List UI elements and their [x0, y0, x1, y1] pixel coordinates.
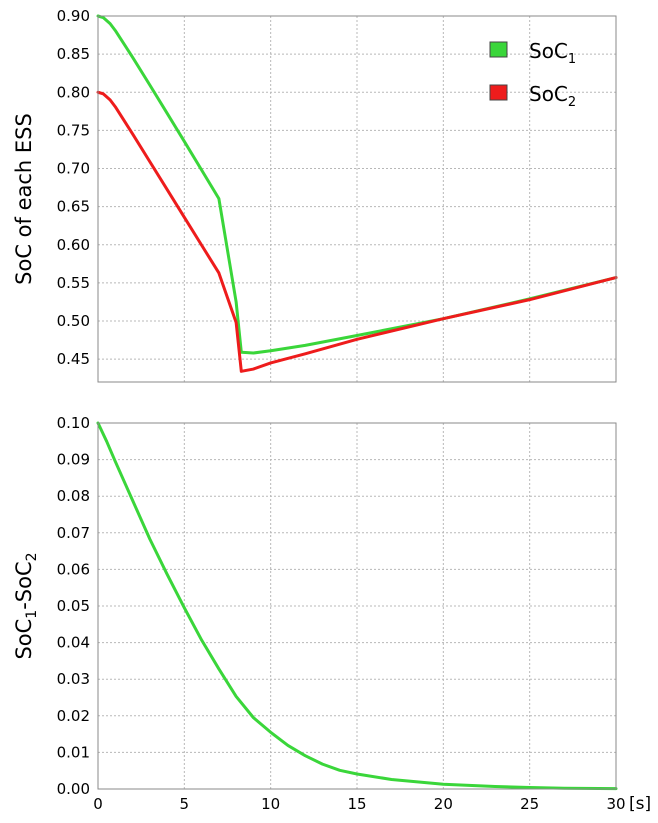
soc-difference-chart-grid	[98, 423, 616, 789]
soc-y-tick-label-9: 0.90	[57, 7, 90, 25]
legend-label-soc1: SoC	[529, 39, 568, 63]
soc-y-tick-label-8: 0.85	[57, 45, 90, 63]
soc-y-tick-label-7: 0.80	[57, 83, 90, 101]
y-label-part-b-subscript: 2	[24, 552, 40, 561]
soc-y-tick-label-2: 0.55	[57, 274, 90, 292]
soc-diff-x-tick-label-0: 0	[93, 795, 103, 813]
legend-label-soc2-subscript: 2	[568, 95, 576, 110]
soc-diff-y-tick-label-2: 0.02	[57, 707, 90, 725]
soc-y-tick-label-1: 0.50	[57, 312, 90, 330]
legend-swatch-soc1	[489, 41, 508, 58]
soc-difference-chart-frame	[97, 422, 617, 790]
soc-chart-y-ticks: 0.45 0.50 0.55 0.60 0.65 0.70 0.75 0.80 0.85 0.90	[57, 7, 90, 368]
legend-label-soc1-subscript: 1	[568, 52, 576, 67]
soc-diff-y-tick-label-0: 0.00	[57, 780, 90, 798]
soc-chart: 0.45 0.50 0.55 0.60 0.65 0.70 0.75 0.80 0.85 0.90…	[12, 7, 618, 383]
svg-text:SoC2: SoC2	[529, 82, 576, 110]
soc-difference-chart-lines	[96, 421, 618, 791]
soc-diff-x-tick-label-1: 5	[180, 795, 190, 813]
soc-diff-y-tick-label-8: 0.08	[57, 487, 90, 505]
soc-diff-y-tick-label-1: 0.01	[57, 743, 90, 761]
soc-diff-y-tick-label-9: 0.09	[57, 451, 90, 469]
soc-diff-y-tick-label-6: 0.06	[57, 560, 90, 578]
soc-difference-chart: 0.00 0.01 0.02 0.03 0.04 0.05 0.06 0.07 0.08 0.09…	[12, 414, 651, 814]
soc-chart-frame	[97, 15, 617, 383]
soc-diff-y-tick-label-3: 0.03	[57, 670, 90, 688]
soc-y-tick-label-5: 0.70	[57, 160, 90, 178]
legend-label-soc2: SoC	[529, 82, 568, 106]
soc-diff-x-tick-label-4: 20	[434, 795, 453, 813]
soc-diff-y-tick-label-7: 0.07	[57, 524, 90, 542]
soc-y-tick-label-6: 0.75	[57, 121, 90, 139]
x-axis-unit-label: [s]	[629, 794, 651, 814]
y-label-dash: -	[12, 602, 36, 610]
soc-chart-grid	[98, 16, 616, 382]
soc-diff-x-tick-label-5: 25	[520, 795, 539, 813]
y-label-part-b: SoC	[12, 561, 36, 602]
legend-item-soc1: SoC1	[489, 39, 576, 67]
soc-series-line-2	[96, 90, 618, 373]
soc-y-tick-label-3: 0.60	[57, 236, 90, 254]
soc-difference-chart-x-ticks: 0 5 10 15 20 25 30	[93, 795, 625, 813]
y-label-part-a-subscript: 1	[24, 610, 40, 619]
soc-y-tick-label-0: 0.45	[57, 350, 90, 368]
soc-diff-y-tick-label-4: 0.04	[57, 634, 90, 652]
legend-item-soc2: SoC2	[489, 82, 576, 110]
soc-diff-series-line-1	[96, 421, 618, 791]
legend: SoC1 SoC2	[489, 39, 576, 110]
soc-chart-lines	[96, 14, 618, 373]
soc-diff-x-tick-label-2: 10	[261, 795, 280, 813]
y-label-part-a: SoC	[12, 619, 36, 660]
soc-series-line-1	[96, 14, 618, 355]
legend-swatch-soc2	[489, 84, 508, 101]
soc-difference-chart-y-axis-label: SoC1-SoC2	[12, 552, 40, 659]
soc-diff-y-tick-label-5: 0.05	[57, 597, 90, 615]
svg-text:SoC1: SoC1	[529, 39, 576, 67]
soc-chart-y-axis-label: SoC of each ESS	[12, 113, 36, 285]
soc-y-tick-label-4: 0.65	[57, 198, 90, 216]
soc-difference-chart-y-ticks: 0.00 0.01 0.02 0.03 0.04 0.05 0.06 0.07 0.08 0.09…	[57, 414, 90, 798]
soc-diff-x-tick-label-6: 30	[606, 795, 625, 813]
soc-diff-x-tick-label-3: 15	[347, 795, 366, 813]
soc-diff-y-tick-label-10: 0.10	[57, 414, 90, 432]
